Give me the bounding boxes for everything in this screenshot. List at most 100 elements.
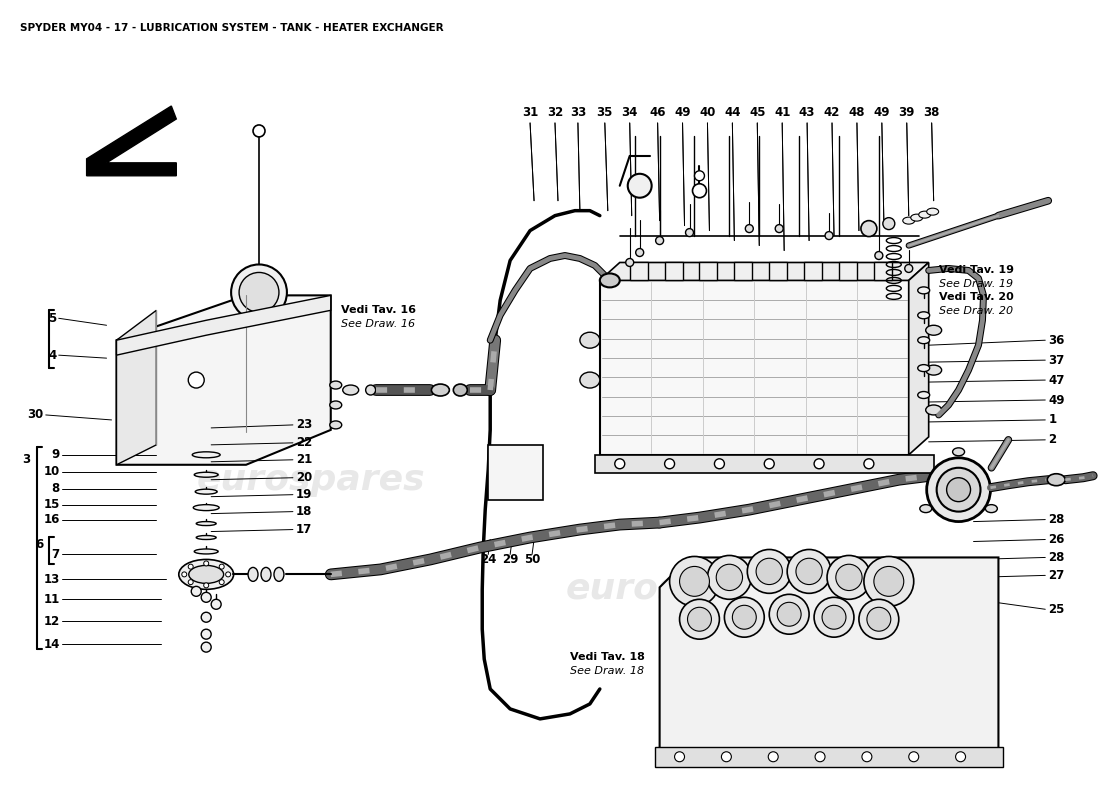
Circle shape — [836, 564, 862, 590]
Text: 46: 46 — [649, 106, 666, 119]
Circle shape — [733, 606, 757, 630]
Ellipse shape — [330, 421, 342, 429]
Circle shape — [764, 458, 774, 469]
Text: Vedi Tav. 18: Vedi Tav. 18 — [570, 652, 645, 662]
Text: 28: 28 — [1048, 513, 1065, 526]
Text: 34: 34 — [621, 106, 638, 119]
Bar — [873, 262, 892, 281]
Circle shape — [615, 458, 625, 469]
Text: 10: 10 — [44, 466, 59, 478]
Ellipse shape — [917, 287, 930, 294]
Text: 18: 18 — [296, 505, 312, 518]
Text: 50: 50 — [524, 553, 540, 566]
Text: 42: 42 — [824, 106, 840, 119]
Circle shape — [201, 630, 211, 639]
Polygon shape — [909, 262, 928, 455]
Circle shape — [231, 265, 287, 320]
Circle shape — [211, 599, 221, 610]
Circle shape — [253, 125, 265, 137]
Circle shape — [188, 564, 194, 569]
Ellipse shape — [189, 566, 223, 583]
Circle shape — [201, 592, 211, 602]
Text: 23: 23 — [296, 418, 312, 431]
Circle shape — [947, 478, 970, 502]
Text: eurospares: eurospares — [565, 572, 794, 606]
Bar — [804, 262, 822, 281]
Text: 28: 28 — [1048, 551, 1065, 564]
Circle shape — [201, 612, 211, 622]
Ellipse shape — [917, 365, 930, 371]
Circle shape — [188, 372, 205, 388]
Text: See Draw. 20: See Draw. 20 — [938, 306, 1013, 316]
Ellipse shape — [953, 448, 965, 456]
Text: 21: 21 — [296, 454, 312, 466]
Circle shape — [776, 225, 783, 233]
Text: 19: 19 — [296, 488, 312, 501]
Text: 8: 8 — [52, 482, 59, 495]
Text: 39: 39 — [899, 106, 915, 119]
Text: 16: 16 — [43, 513, 59, 526]
Text: 48: 48 — [849, 106, 866, 119]
Bar — [488, 445, 543, 500]
Text: 33: 33 — [570, 106, 586, 119]
Circle shape — [867, 607, 891, 631]
Text: 41: 41 — [774, 106, 791, 119]
Ellipse shape — [918, 211, 931, 218]
Circle shape — [688, 607, 712, 631]
Circle shape — [937, 468, 980, 512]
Circle shape — [768, 752, 778, 762]
Bar — [654, 746, 1003, 766]
Text: 9: 9 — [52, 448, 59, 462]
Ellipse shape — [330, 381, 342, 389]
Circle shape — [756, 558, 782, 585]
Ellipse shape — [196, 535, 217, 539]
Ellipse shape — [179, 559, 233, 590]
Bar — [629, 262, 648, 281]
Ellipse shape — [986, 505, 998, 513]
Circle shape — [219, 580, 224, 585]
Bar — [595, 455, 934, 473]
Text: 22: 22 — [296, 436, 312, 450]
Text: 49: 49 — [1048, 394, 1065, 406]
Ellipse shape — [431, 384, 450, 396]
Circle shape — [201, 642, 211, 652]
Circle shape — [796, 558, 823, 585]
Text: 49: 49 — [674, 106, 691, 119]
Circle shape — [905, 265, 913, 273]
Text: 17: 17 — [296, 523, 312, 536]
Ellipse shape — [917, 312, 930, 318]
Ellipse shape — [196, 522, 217, 526]
Text: 2: 2 — [1048, 434, 1056, 446]
Circle shape — [219, 564, 224, 569]
Circle shape — [883, 218, 894, 230]
Text: 24: 24 — [480, 553, 496, 566]
Ellipse shape — [453, 384, 468, 396]
Bar — [735, 262, 752, 281]
Circle shape — [825, 231, 833, 239]
Text: 1: 1 — [1048, 414, 1056, 426]
Circle shape — [909, 752, 918, 762]
Ellipse shape — [365, 385, 375, 395]
Ellipse shape — [195, 472, 218, 478]
Text: 11: 11 — [44, 593, 59, 606]
Circle shape — [864, 458, 873, 469]
Text: See Draw. 19: See Draw. 19 — [938, 279, 1013, 290]
Circle shape — [188, 580, 194, 585]
Circle shape — [778, 602, 801, 626]
Circle shape — [926, 458, 990, 522]
Ellipse shape — [926, 326, 942, 335]
Circle shape — [680, 566, 710, 596]
Text: 45: 45 — [749, 106, 766, 119]
Text: 47: 47 — [1048, 374, 1065, 386]
Text: 43: 43 — [799, 106, 815, 119]
Circle shape — [769, 594, 810, 634]
Bar — [664, 262, 682, 281]
Circle shape — [694, 170, 704, 181]
Circle shape — [725, 598, 764, 637]
Circle shape — [204, 561, 209, 566]
Polygon shape — [87, 106, 176, 176]
Ellipse shape — [274, 567, 284, 582]
Circle shape — [628, 174, 651, 198]
Ellipse shape — [1047, 474, 1065, 486]
Circle shape — [680, 599, 719, 639]
